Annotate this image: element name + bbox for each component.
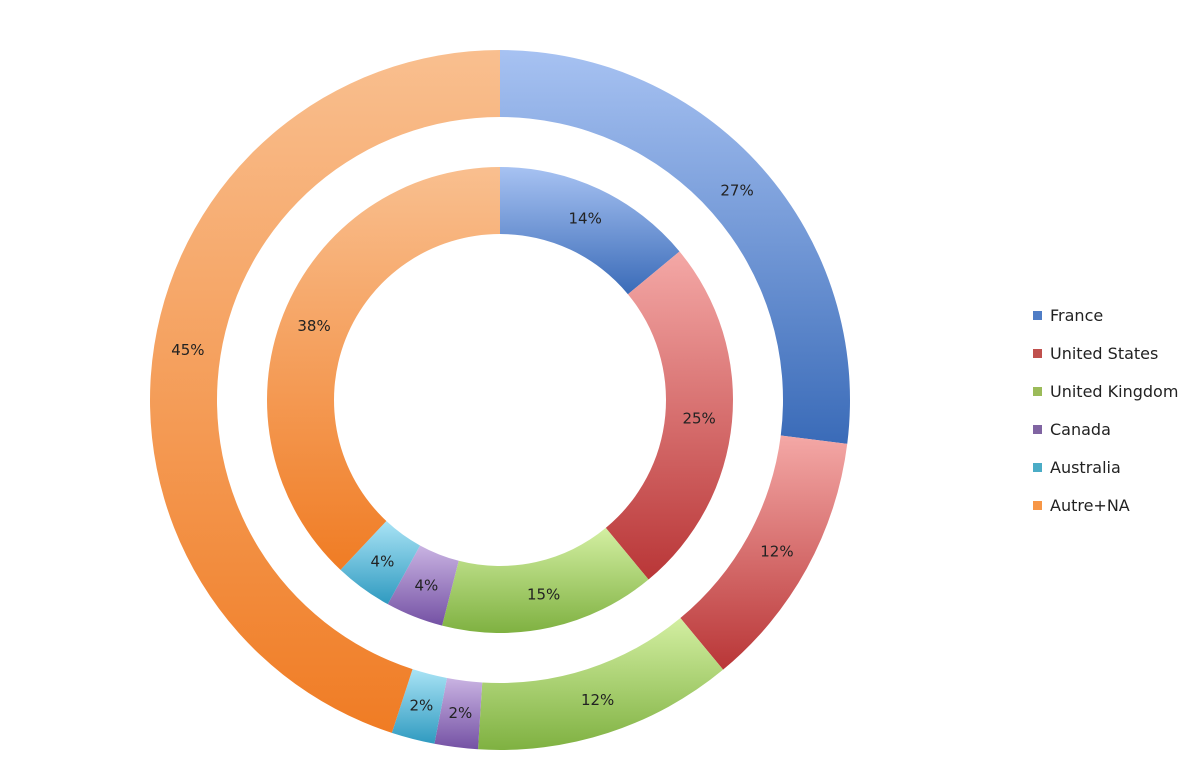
- legend-item-france: France: [1033, 296, 1198, 334]
- outer-ring-slice-australia: [391, 669, 447, 744]
- outer-ring-label-united-kingdom: 12%: [581, 691, 614, 709]
- inner-ring-slice-france: [500, 167, 680, 295]
- legend-label-canada: Canada: [1050, 419, 1111, 439]
- legend-label-france: France: [1050, 305, 1104, 325]
- legend: France United States United Kingdom Cana…: [1033, 296, 1198, 524]
- outer-ring-slice-france: [500, 50, 851, 444]
- inner-ring-label-united-kingdom: 15%: [527, 586, 560, 604]
- legend-swatch-united-kingdom: [1033, 386, 1042, 396]
- inner-ring-label-united-states: 25%: [682, 409, 715, 427]
- outer-ring-label-united-states: 12%: [760, 543, 793, 561]
- outer-ring-slice-canada: [434, 677, 483, 750]
- outer-ring-slice-autre-na: [149, 50, 501, 733]
- inner-ring-label-australia: 4%: [371, 552, 395, 570]
- legend-swatch-united-states: [1033, 348, 1042, 358]
- outer-ring-label-canada: 2%: [448, 704, 472, 722]
- legend-item-autre-na: Autre+NA: [1033, 486, 1198, 524]
- inner-ring-slice-united-states: [605, 251, 734, 580]
- outer-ring-slice-united-states: [680, 435, 848, 670]
- outer-ring-label-france: 27%: [720, 182, 753, 200]
- legend-item-united-states: United States: [1033, 334, 1198, 372]
- inner-ring-slice-canada: [387, 545, 459, 626]
- legend-item-australia: Australia: [1033, 448, 1198, 486]
- legend-swatch-canada: [1033, 424, 1042, 434]
- legend-swatch-france: [1033, 310, 1042, 320]
- legend-label-united-states: United States: [1050, 343, 1159, 363]
- legend-swatch-australia: [1033, 462, 1042, 472]
- legend-label-united-kingdom: United Kingdom: [1050, 381, 1179, 401]
- legend-item-canada: Canada: [1033, 410, 1198, 448]
- legend-swatch-autre-na: [1033, 500, 1042, 510]
- inner-ring-slice-united-kingdom: [442, 527, 649, 633]
- outer-ring-slice-united-kingdom: [478, 618, 724, 751]
- inner-ring-slice-autre-na: [266, 167, 500, 570]
- inner-ring-label-autre-na: 38%: [297, 317, 330, 335]
- outer-ring-label-autre-na: 45%: [171, 341, 204, 359]
- inner-ring-slice-australia: [340, 521, 421, 605]
- outer-ring-label-australia: 2%: [410, 697, 434, 715]
- inner-ring-label-canada: 4%: [414, 576, 438, 594]
- legend-item-united-kingdom: United Kingdom: [1033, 372, 1198, 410]
- inner-ring-label-france: 14%: [568, 210, 601, 228]
- legend-label-australia: Australia: [1050, 457, 1121, 477]
- legend-label-autre-na: Autre+NA: [1050, 495, 1130, 515]
